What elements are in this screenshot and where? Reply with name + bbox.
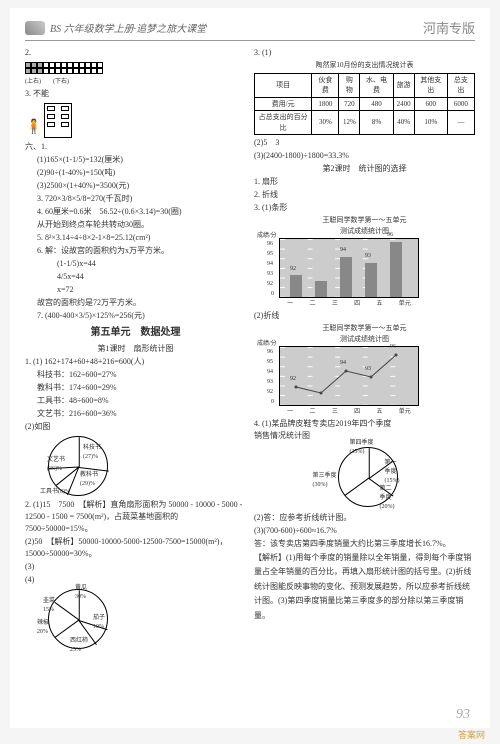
right-column: 3. (1) 陶然家10月份的支出情况统计表 项目伙食费购物水、电费旅游其他支出… xyxy=(254,46,475,649)
logo-icon xyxy=(25,21,45,35)
q3-text: 3. 不能 xyxy=(25,88,246,100)
bar-chart: 92 94 93 96 xyxy=(279,238,419,298)
edition-label: 河南专版 xyxy=(423,18,475,37)
watermark: 答案网 xyxy=(458,728,485,741)
lesson1-title: 第1课时 扇形统计图 xyxy=(25,343,246,355)
left-column: 2. (上右) (下右) 3. 不能 🧍 六、1. (1)165×(1-1/5)… xyxy=(25,46,246,649)
q6-label: 六、1. xyxy=(25,141,246,153)
page-number: 93 xyxy=(456,707,470,723)
line-chart: 92 94 93 96 xyxy=(279,346,419,406)
lesson2-title: 第2课时 统计图的选择 xyxy=(254,163,475,175)
q2-label: 2. xyxy=(25,47,246,59)
unit5-title: 第五单元 数据处理 xyxy=(25,325,246,340)
grid-diagram xyxy=(25,62,103,74)
header-title: BS 六年级数学上册·追梦之旅大课堂 xyxy=(50,20,206,35)
expense-table: 项目伙食费购物水、电费旅游其他支出总支出 费用/元180072048024006… xyxy=(254,73,475,136)
grid-labels: (上右) (下右) xyxy=(25,78,246,87)
building-diagram: 🧍 xyxy=(25,103,246,138)
